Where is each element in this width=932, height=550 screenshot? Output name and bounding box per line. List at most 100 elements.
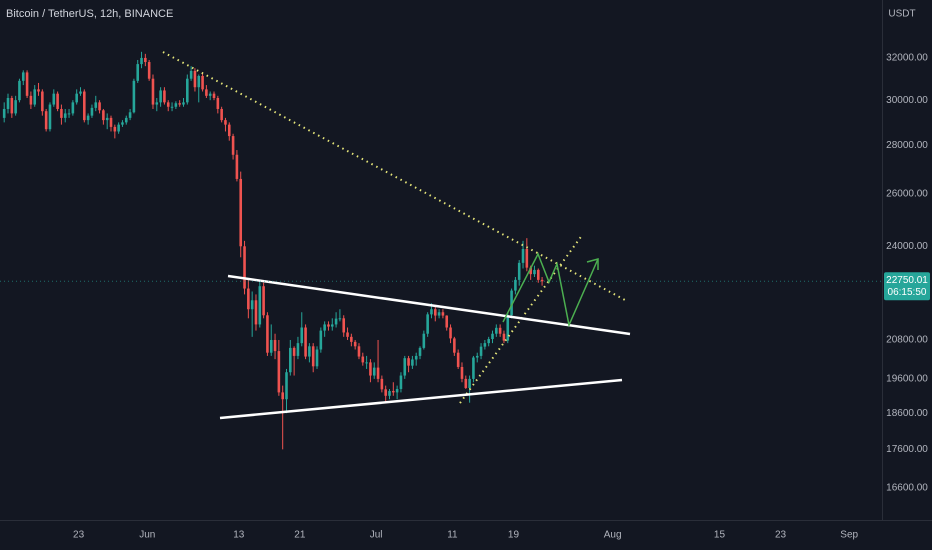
- candle-body: [37, 89, 40, 92]
- candle-body: [300, 327, 304, 344]
- candle-body: [277, 351, 281, 393]
- candle-body: [2, 108, 6, 118]
- candle-body: [186, 78, 189, 103]
- candle-body: [266, 315, 269, 353]
- candle-body: [14, 100, 17, 114]
- candle-body: [495, 327, 498, 334]
- candle-body: [102, 110, 105, 121]
- candle-body: [330, 324, 334, 327]
- candle-body: [437, 312, 441, 316]
- candle-body: [269, 339, 273, 353]
- candle-body: [521, 249, 525, 263]
- candle-body: [445, 315, 449, 328]
- x-tick-label: 21: [294, 530, 306, 541]
- candle-body: [231, 136, 235, 155]
- last-price-box: [884, 272, 930, 301]
- x-tick-label: 15: [714, 530, 726, 541]
- candle-body: [124, 117, 128, 123]
- candle-body: [159, 90, 162, 103]
- candle-body: [464, 378, 468, 388]
- candle-body: [384, 389, 387, 396]
- lower-wedge-line: [219, 378, 623, 420]
- x-tick-label: 23: [73, 530, 85, 541]
- candle-body: [224, 120, 227, 125]
- candle-body: [250, 300, 254, 310]
- candle-body: [60, 108, 63, 118]
- candle-body: [98, 102, 101, 111]
- candle-body: [79, 91, 82, 94]
- y-tick-label: 24000.00: [886, 241, 928, 252]
- candle-body: [536, 269, 540, 280]
- candle-body: [517, 262, 521, 280]
- candle-body: [109, 117, 113, 127]
- x-tick-label: 11: [447, 530, 458, 541]
- candle-body: [155, 102, 159, 105]
- candle-body: [380, 378, 384, 390]
- candle-body: [529, 267, 532, 275]
- candle-body: [353, 341, 357, 347]
- candle-body: [216, 98, 220, 109]
- candle-body: [510, 290, 513, 316]
- y-tick-label: 19600.00: [886, 374, 928, 385]
- candle-body: [140, 57, 143, 65]
- candle-body: [105, 117, 109, 121]
- candle-body: [365, 362, 368, 364]
- candle-body: [346, 332, 349, 337]
- candle-body: [113, 126, 117, 132]
- x-tick-label: 19: [508, 530, 520, 541]
- candle-body: [63, 113, 67, 118]
- candle-body: [472, 357, 475, 379]
- candle-body: [67, 113, 71, 115]
- candle-body: [48, 104, 52, 130]
- candle-body: [121, 122, 124, 125]
- candle-body: [227, 124, 231, 137]
- candle-body: [182, 102, 185, 105]
- candle-body: [422, 333, 426, 348]
- candle-body: [433, 309, 437, 316]
- y-tick-label: 16600.00: [886, 482, 928, 493]
- candle-body: [525, 249, 529, 268]
- candle-body: [94, 102, 98, 108]
- candle-body: [235, 154, 239, 179]
- candle-body: [262, 286, 265, 316]
- candle-body: [243, 246, 246, 289]
- candles: [2, 51, 544, 450]
- x-tick-label: 23: [775, 530, 787, 541]
- projection-arrow-head: [586, 258, 599, 270]
- candle-body: [208, 93, 212, 96]
- candle-body: [258, 286, 262, 325]
- candle-body: [449, 327, 452, 339]
- candle-body: [273, 339, 277, 352]
- x-tick-label: Jul: [370, 530, 383, 541]
- candle-body: [395, 388, 399, 393]
- candle-body: [323, 324, 326, 331]
- candle-body: [308, 346, 311, 357]
- candle-body: [10, 98, 14, 114]
- candle-body: [338, 318, 342, 320]
- candle-body: [361, 356, 365, 363]
- candle-body: [460, 366, 464, 379]
- candle-body: [144, 57, 147, 63]
- candle-body: [514, 279, 517, 291]
- y-tick-label: 20800.00: [886, 335, 928, 346]
- candle-body: [189, 70, 193, 79]
- x-tick-label: 13: [233, 530, 245, 541]
- candle-body: [414, 355, 418, 360]
- candle-body: [71, 102, 75, 114]
- candle-body: [285, 372, 288, 400]
- x-tick-label: Jun: [139, 530, 155, 541]
- candle-body: [487, 339, 490, 344]
- candle-body: [289, 347, 292, 373]
- candle-body: [441, 312, 445, 316]
- candle-body: [174, 103, 178, 107]
- candle-body: [44, 111, 48, 130]
- y-tick-label: 30000.00: [886, 95, 928, 106]
- candle-body: [376, 367, 380, 379]
- candle-body: [212, 93, 216, 99]
- candle-body: [83, 91, 86, 121]
- candle-body: [468, 378, 471, 388]
- candle-body: [498, 327, 502, 334]
- candle-body: [18, 80, 21, 101]
